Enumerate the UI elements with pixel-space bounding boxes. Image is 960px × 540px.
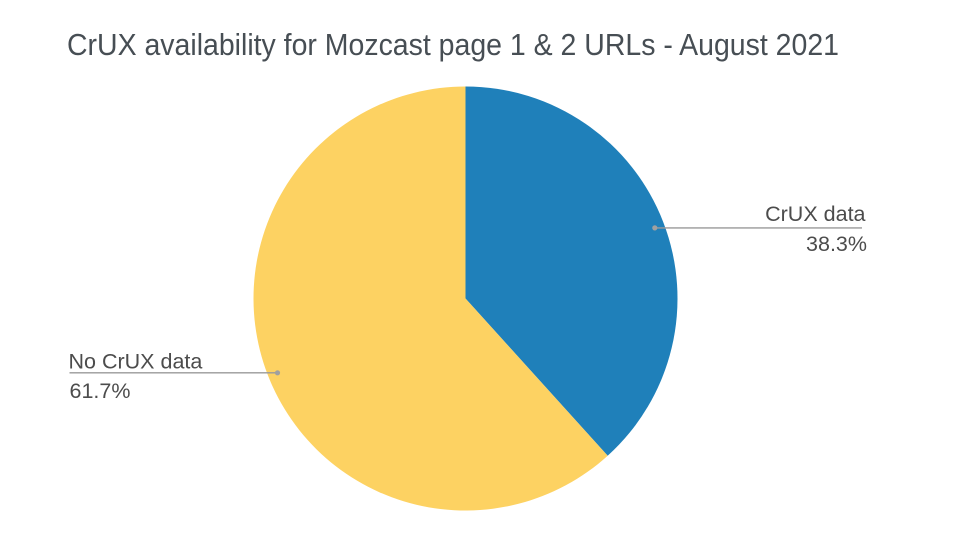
svg-text:38.3%: 38.3%	[806, 232, 867, 256]
svg-text:61.7%: 61.7%	[70, 379, 131, 403]
svg-text:CrUX availability for Mozcast: CrUX availability for Mozcast page 1 & 2…	[67, 27, 839, 62]
svg-text:No CrUX data: No CrUX data	[69, 349, 203, 373]
svg-text:CrUX data: CrUX data	[765, 202, 865, 226]
